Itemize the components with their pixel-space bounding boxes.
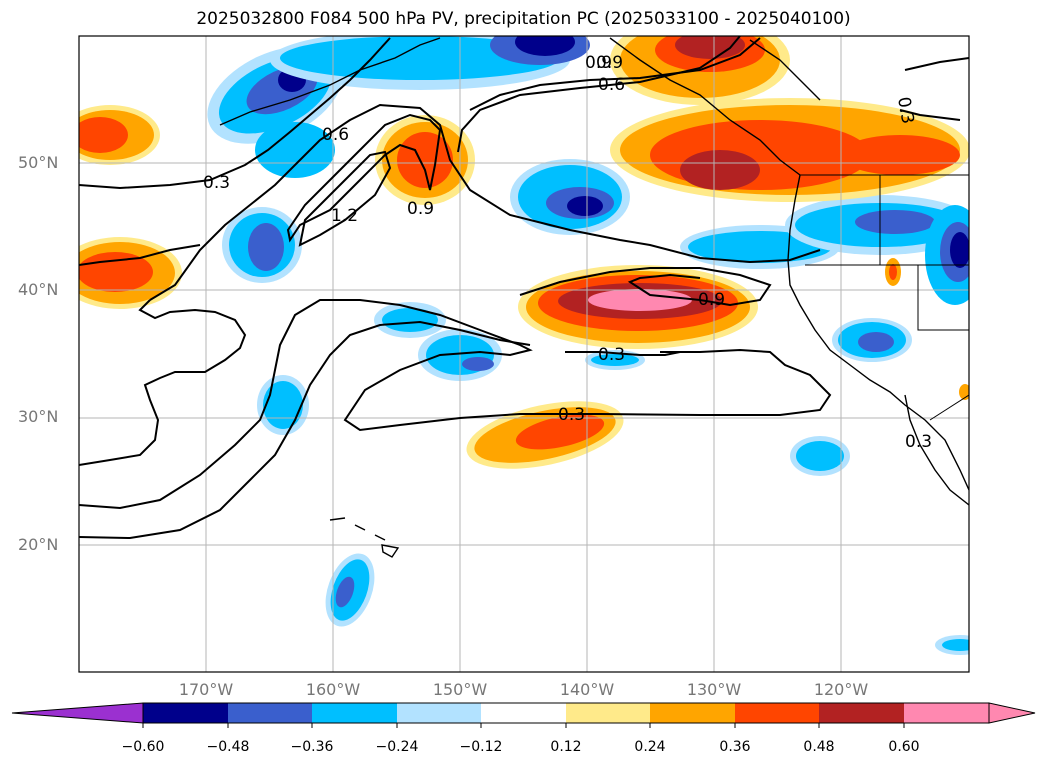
precip-blob-negative [935,635,969,655]
colorbar [11,702,1036,728]
lon-label: 170°W [178,680,234,699]
lon-label: 150°W [432,680,488,699]
contour-label: 0.3 [905,432,932,452]
precip-blob-positive [375,115,475,205]
precip-blob-positive [885,258,901,286]
colorbar-tick-label: 0.12 [550,739,582,755]
lon-label: 140°W [559,680,615,699]
contour-label: 0.6 [322,125,349,145]
lon-label: 160°W [305,680,361,699]
contour-label: 0.6 [598,75,625,95]
precip-blob-positive [79,237,182,309]
contour-label: 0.3 [558,405,585,425]
precip-blob-positive [466,401,624,469]
colorbar-tick-label: 0.24 [634,739,666,755]
precip-blob-negative [270,36,590,90]
colorbar-tick-label: −0.60 [121,739,165,755]
contour-label: 0.9 [585,53,612,73]
coastlines [219,37,969,558]
precip-blob-negative [325,553,375,627]
contour-label: 0.9 [698,290,725,310]
precip-blob-negative [790,436,850,476]
lon-label: 130°W [686,680,742,699]
colorbar-tick-label: 0.48 [803,739,835,755]
colorbar-tick-label: −0.36 [290,739,334,755]
precip-blob-positive [79,105,160,165]
precip-blob-negative [510,159,630,235]
contour-label: 0.9 [596,53,623,73]
lat-label: 20°N [18,535,59,554]
lat-label: 30°N [18,407,59,426]
precip-blob-positive [959,384,969,400]
contour-label: 0.3 [598,345,625,365]
contour-label: 0.3 [893,95,917,125]
colorbar-tick-label: −0.24 [375,739,419,755]
contour-label: 1.2 [331,206,358,226]
pv-contours [79,36,969,540]
map-frame [78,35,970,673]
colorbar-tick-label: 0.60 [888,739,920,755]
colorbar-tick-label: −0.12 [459,739,503,755]
contour-labels: 0.3 0.6 0.9 1.2 0.9 0.6 0.9 0.9 0.3 0.3 … [203,53,932,452]
precip-blob-negative [832,318,912,362]
precip-blob-positive [518,265,758,349]
precip-blob-negative [222,207,302,283]
colorbar-tick-label: −0.48 [206,739,250,755]
precip-blob-positive [610,98,969,202]
lon-label: 120°W [813,680,869,699]
lat-label: 50°N [18,153,59,172]
colorbar-tick-label: 0.36 [719,739,751,755]
contour-label: 0.3 [203,173,230,193]
contour-label: 0.9 [407,199,434,219]
precip-blob-positive [610,36,790,105]
precip-anomaly-layer [79,36,969,655]
map-title: 2025032800 F084 500 hPa PV, precipitatio… [196,9,851,29]
lat-label: 40°N [18,280,59,299]
precip-blob-negative [255,122,335,178]
